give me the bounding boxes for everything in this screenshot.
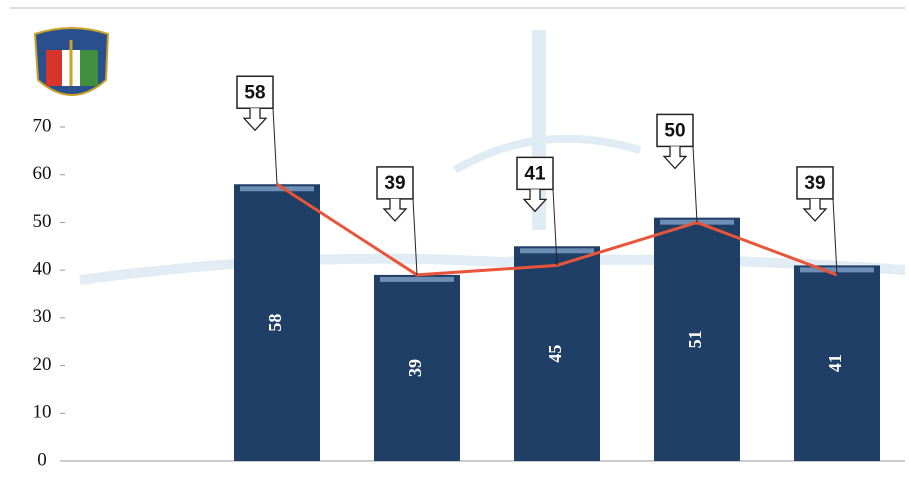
bar-value-label: 58: [265, 314, 285, 332]
callout-leader: [412, 198, 418, 275]
bar: [374, 274, 460, 461]
bar-value-label: 39: [405, 359, 425, 377]
bar: [234, 184, 320, 461]
callout-arrow: [802, 198, 828, 222]
watermark: [79, 30, 906, 285]
y-tick-label: 70: [33, 115, 52, 136]
y-tick-label: 50: [33, 211, 52, 232]
y-tick-label: 20: [33, 354, 52, 375]
bar-value-label: 51: [685, 330, 705, 348]
callout-arrow: [382, 198, 408, 222]
callout-box: [236, 75, 274, 110]
bar-value-label: 45: [545, 345, 565, 363]
callout-leader: [552, 189, 558, 266]
callout-leader: [832, 198, 838, 275]
callout-arrow: [242, 108, 268, 132]
bar-highlight: [380, 276, 454, 282]
bar-value-label: 41: [825, 354, 845, 372]
y-tick-label: 60: [33, 163, 52, 184]
callout-arrow: [522, 189, 548, 213]
callout-label: 41: [524, 163, 546, 184]
y-tick-label: 30: [33, 306, 52, 327]
callout-box: [376, 166, 414, 200]
bar: [654, 217, 740, 461]
bar-highlight: [520, 248, 594, 254]
bar: [514, 246, 600, 461]
callout-leader: [272, 108, 278, 185]
callout-label: 50: [664, 120, 685, 141]
y-tick-label: 10: [33, 402, 52, 423]
logo: [33, 27, 110, 96]
bar: [794, 265, 880, 461]
callout-box: [796, 166, 834, 200]
bar-highlight: [240, 186, 314, 192]
y-tick-label: 0: [37, 449, 47, 470]
callout-label: 58: [244, 82, 265, 103]
callout-box: [516, 156, 554, 191]
callout-label: 39: [804, 173, 825, 194]
callout-label: 39: [384, 173, 405, 194]
y-tick-label: 40: [33, 259, 52, 280]
callout-arrow: [662, 146, 688, 170]
callout-leader: [692, 146, 698, 223]
